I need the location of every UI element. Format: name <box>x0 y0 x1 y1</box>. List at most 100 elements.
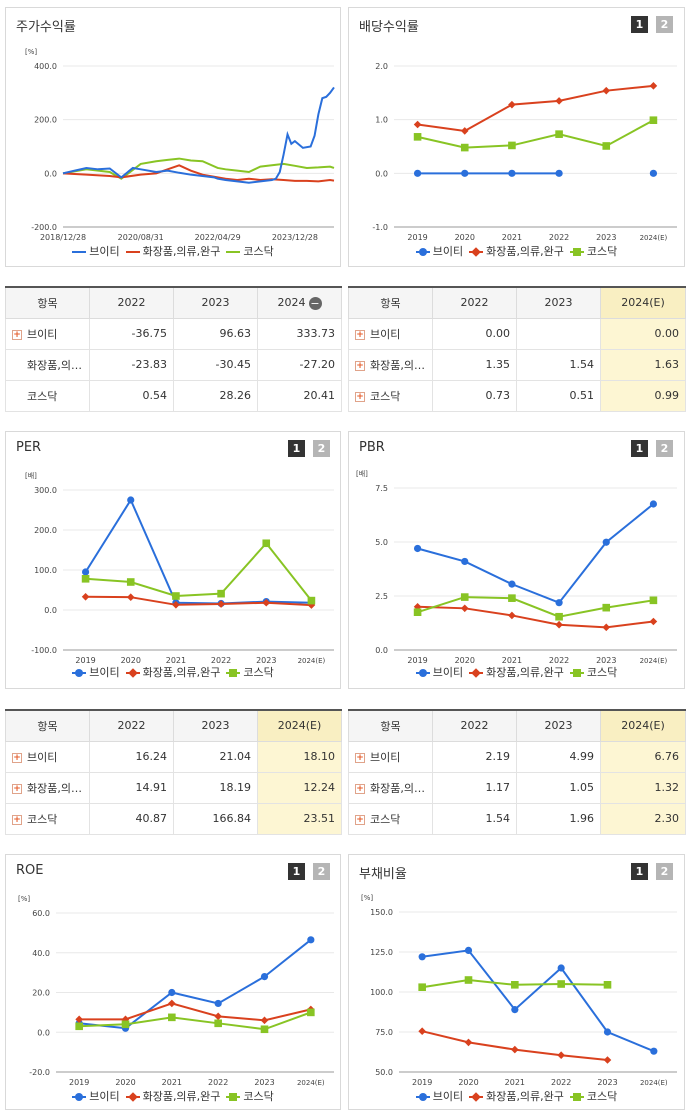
page-2-button[interactable]: 2 <box>313 440 330 457</box>
legend-marker <box>226 248 241 256</box>
series-코스닥 <box>413 116 658 152</box>
legend-item: 코스닥 <box>226 664 274 680</box>
legend-item: 화장품,의류,완구 <box>469 664 564 680</box>
chart-legend: 브이티 화장품,의류,완구 코스닥 <box>6 243 340 259</box>
x-tick-label: 2020 <box>115 1078 135 1087</box>
cell-value: 2.19 <box>432 740 517 773</box>
expand-plus-icon[interactable]: + <box>12 329 22 340</box>
data-point <box>460 593 469 601</box>
x-tick-label: 2021 <box>502 656 522 665</box>
series-line <box>417 84 654 132</box>
x-tick-label: 2019 <box>75 656 95 665</box>
series-line <box>79 1002 312 1022</box>
data-point <box>557 964 565 972</box>
x-tick-label: 2022 <box>211 656 231 665</box>
legend-label: 화장품,의류,완구 <box>486 1090 564 1103</box>
data-point <box>81 593 90 601</box>
page-1-button[interactable]: 1 <box>631 863 648 880</box>
table-row: + 브이티 0.00 0.00 <box>348 317 686 350</box>
cell-value: 166.84 <box>173 802 258 835</box>
expand-plus-icon[interactable]: + <box>355 391 365 402</box>
page-1-button[interactable]: 1 <box>631 440 648 457</box>
data-point <box>461 169 469 177</box>
y-axis-unit: [배] <box>25 471 37 480</box>
cell-value: 21.04 <box>173 740 258 773</box>
legend-label: 코스닥 <box>243 666 274 679</box>
legend-item: 브이티 <box>415 243 463 259</box>
x-tick-label: 2021 <box>502 233 522 242</box>
expand-plus-icon[interactable]: + <box>12 752 22 763</box>
data-point <box>555 612 563 621</box>
x-tick-label: 2018/12/28 <box>40 233 86 242</box>
expand-plus-icon[interactable]: + <box>355 783 365 794</box>
page-1-button[interactable]: 1 <box>288 440 305 457</box>
data-point <box>172 592 180 600</box>
x-tick-label: 2022/04/29 <box>195 233 241 242</box>
col-header: 2022 <box>89 286 174 319</box>
expand-plus-icon[interactable]: + <box>12 783 22 794</box>
data-point <box>121 1020 130 1029</box>
legend-marker <box>72 248 87 256</box>
chart-legend: 브이티 화장품,의류,완구 코스닥 <box>6 1088 340 1104</box>
page-2-button[interactable]: 2 <box>656 863 673 880</box>
data-point <box>307 936 315 944</box>
col-header: 항목 <box>348 286 433 319</box>
series-브이티 <box>81 496 316 608</box>
x-tick-label: 2020/08/31 <box>118 233 164 242</box>
expand-plus-icon[interactable]: + <box>12 814 22 825</box>
y-tick-label: 0.0 <box>375 169 388 178</box>
table-row: + 코스닥 1.54 1.96 2.30 <box>348 802 686 835</box>
data-point <box>555 620 563 629</box>
x-tick-label: 2023 <box>256 656 276 665</box>
data-point <box>260 1025 269 1034</box>
row-name: 코스닥 <box>5 379 90 412</box>
expand-plus-icon[interactable]: + <box>355 329 365 340</box>
page-2-button[interactable]: 2 <box>313 863 330 880</box>
cell-value: 18.10 <box>257 740 342 773</box>
expand-plus-icon[interactable]: + <box>355 360 365 371</box>
page-2-button[interactable]: 2 <box>656 16 673 33</box>
data-point <box>603 981 612 989</box>
legend-marker <box>125 1092 140 1102</box>
panel-title: PBR <box>359 440 385 455</box>
x-tick-label: 2024(E) <box>297 1079 325 1087</box>
data-point <box>307 596 316 605</box>
series-line <box>84 497 312 605</box>
table-row: + 화장품,의… 14.91 18.19 12.24 <box>5 771 342 804</box>
expand-plus-icon[interactable]: + <box>355 752 365 763</box>
series-line <box>422 949 655 1053</box>
x-tick-label: 2020 <box>458 1078 478 1087</box>
data-point <box>602 603 611 612</box>
legend-item: 화장품,의류,완구 <box>125 243 220 259</box>
data-point <box>418 1027 426 1035</box>
pbr-panel: PBR 1 2 [배] 0.0 2.5 5.0 7.5 2019 2020 2021 2022 2… <box>348 431 685 689</box>
series-코스닥 <box>418 976 612 991</box>
data-point <box>413 608 422 616</box>
y-tick-label: 2.0 <box>375 62 388 71</box>
data-point <box>413 169 422 177</box>
col-header: 2024(E) <box>600 286 686 319</box>
data-point <box>214 1012 222 1021</box>
cell-value: 4.99 <box>516 740 601 773</box>
y-tick-label: 75.0 <box>375 1028 393 1037</box>
x-tick-label: 2020 <box>455 233 475 242</box>
row-name: 화장품,의… <box>5 348 90 381</box>
page-2-button[interactable]: 2 <box>656 440 673 457</box>
col-header: 2024− <box>257 286 342 319</box>
cell-value: 12.24 <box>257 771 342 804</box>
minus-circle-icon[interactable]: − <box>308 296 322 310</box>
legend-marker <box>469 247 484 257</box>
legend-marker <box>569 1093 584 1101</box>
stock-return-chart: [%] -200.0 0.0 200.0 400.0 2018/12/28 2020/08/… <box>25 48 335 242</box>
panel-title: ROE <box>16 863 44 878</box>
expand-plus-icon[interactable]: + <box>355 814 365 825</box>
dividend-yield-chart: -1.0 0.0 1.0 2.0 2019 2020 2021 2022 2023 2024(E) <box>372 62 677 242</box>
data-point <box>649 116 658 125</box>
page-1-button[interactable]: 1 <box>288 863 305 880</box>
page-1-button[interactable]: 1 <box>631 16 648 33</box>
cell-value: 28.26 <box>173 379 258 412</box>
x-tick-label: 2023 <box>254 1078 274 1087</box>
table-row: + 화장품,의… 1.17 1.05 1.32 <box>348 771 686 804</box>
legend-item: 브이티 <box>415 1088 463 1104</box>
x-tick-label: 2022 <box>549 656 569 665</box>
